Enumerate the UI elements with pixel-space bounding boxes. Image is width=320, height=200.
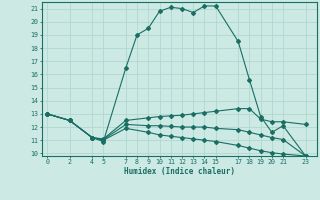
X-axis label: Humidex (Indice chaleur): Humidex (Indice chaleur) — [124, 167, 235, 176]
